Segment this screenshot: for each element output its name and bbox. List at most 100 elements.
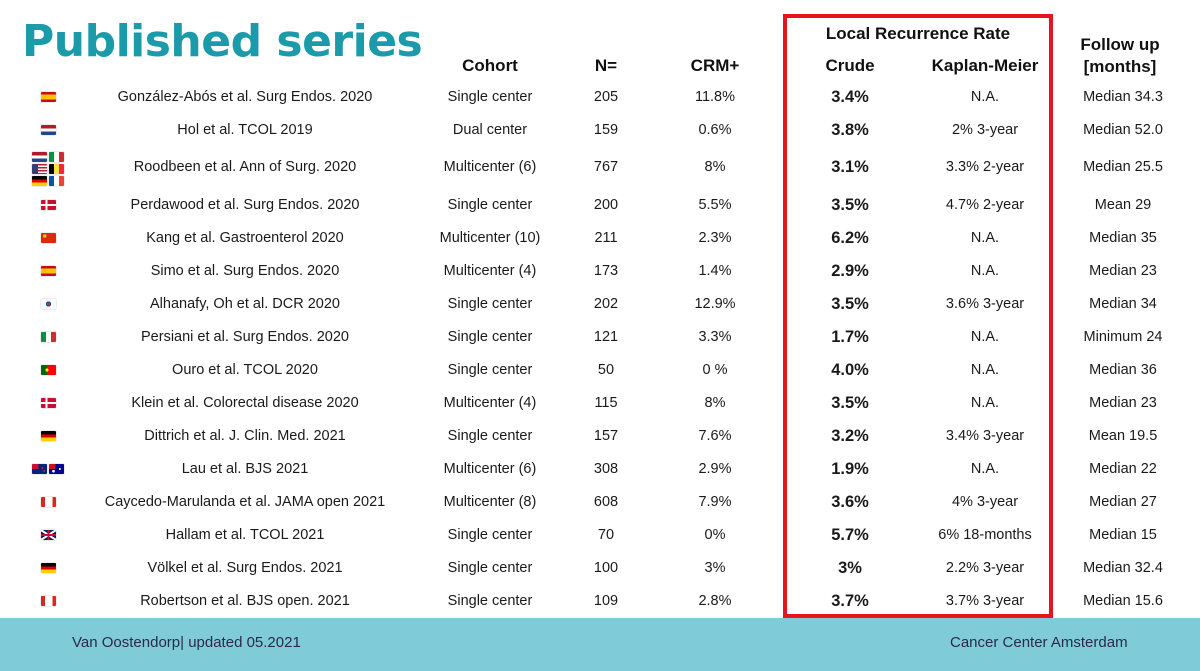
local-recurrence-highlight-box [783, 14, 1053, 618]
n-cell: 70 [597, 527, 615, 543]
table-row: germany-flag Dittrich et al. J. Clin. Med… [0, 421, 1200, 451]
kaplan-meier-cell: N.A. [970, 329, 1000, 345]
study-cell: Perdawood et al. Surg Endos. 2020 [130, 197, 360, 213]
kaplan-meier-cell: 6% 18-months [938, 527, 1032, 543]
cohort-cell: Multicenter (4) [443, 263, 537, 279]
kaplan-meier-cell: N.A. [970, 461, 1000, 477]
crm-cell: 1.4% [698, 263, 732, 279]
denmark-flag-icon: denmark-flag [40, 200, 56, 210]
crm-cell: 7.9% [698, 494, 732, 510]
n-cell: 173 [593, 263, 619, 279]
cohort-cell: Single center [447, 362, 533, 378]
spain-flag-icon: spain-flag [40, 92, 56, 102]
crude-cell: 4.0% [831, 360, 869, 379]
follow-up-cell: Median 15 [1089, 527, 1157, 543]
korea-flag-icon: korea-flag [40, 299, 56, 309]
country-flags: denmark-flag [26, 190, 70, 220]
table-row: netherlands-flag Hol et al. TCOL 2019 Dual… [0, 115, 1200, 145]
new-zealand-flag-icon: new-zealand-flag [32, 464, 47, 474]
kaplan-meier-cell: 3.7% 3-year [945, 593, 1025, 609]
cohort-cell: Dual center [452, 122, 528, 138]
study-cell: Caycedo-Marulanda et al. JAMA open 2021 [104, 494, 386, 510]
study-cell: Hol et al. TCOL 2019 [177, 122, 313, 138]
crude-cell: 3.6% [831, 492, 869, 511]
italy-flag-icon: italy-flag [40, 332, 56, 342]
crude-cell: 1.9% [831, 459, 869, 478]
country-flags: italy-flag [26, 322, 70, 352]
header-crude: Crude [825, 56, 875, 75]
header-n: N= [594, 56, 618, 75]
crm-cell: 5.5% [698, 197, 732, 213]
crm-cell: 3.3% [698, 329, 732, 345]
kaplan-meier-cell: N.A. [970, 89, 1000, 105]
usa-flag-icon: usa-flag [32, 164, 47, 174]
study-cell: Simo et al. Surg Endos. 2020 [150, 263, 340, 279]
page-title: Published series [22, 16, 423, 67]
study-cell: Alhanafy, Oh et al. DCR 2020 [150, 296, 340, 312]
footer-institution: Cancer Center Amsterdam [950, 634, 1128, 651]
germany-flag-icon: germany-flag [40, 431, 56, 441]
country-flags: uk-flag [26, 520, 70, 550]
country-flags: denmark-flag [26, 388, 70, 418]
country-flags: korea-flag [26, 289, 70, 319]
crude-cell: 3.2% [831, 426, 869, 445]
study-cell: Robertson et al. BJS open. 2021 [140, 593, 350, 609]
n-cell: 159 [593, 122, 619, 138]
table-row: china-flag Kang et al. Gastroenterol 2020… [0, 223, 1200, 253]
kaplan-meier-cell: 3.4% 3-year [945, 428, 1025, 444]
study-cell: Roodbeen et al. Ann of Surg. 2020 [133, 159, 357, 175]
crude-cell: 3.1% [831, 157, 869, 176]
kaplan-meier-cell: N.A. [970, 263, 1000, 279]
australia-flag-icon: australia-flag [49, 464, 64, 474]
table-row: canada-flag Caycedo-Marulanda et al. JAMA… [0, 487, 1200, 517]
crm-cell: 2.8% [698, 593, 732, 609]
n-cell: 308 [593, 461, 619, 477]
study-cell: Dittrich et al. J. Clin. Med. 2021 [144, 428, 346, 444]
uk-flag-icon: uk-flag [40, 530, 56, 540]
spain-flag-icon: spain-flag [40, 266, 56, 276]
cohort-cell: Multicenter (4) [443, 395, 537, 411]
cohort-cell: Single center [447, 296, 533, 312]
crm-cell: 7.6% [698, 428, 732, 444]
canada-flag-icon: canada-flag [40, 497, 56, 507]
crm-cell: 12.9% [694, 296, 736, 312]
study-cell: González-Abós et al. Surg Endos. 2020 [117, 89, 373, 105]
cohort-cell: Multicenter (10) [439, 230, 541, 246]
cohort-cell: Single center [447, 527, 533, 543]
netherlands-flag-icon: netherlands-flag [32, 152, 47, 162]
follow-up-cell: Minimum 24 [1083, 329, 1163, 345]
study-cell: Klein et al. Colorectal disease 2020 [131, 395, 359, 411]
n-cell: 767 [593, 159, 619, 175]
n-cell: 157 [593, 428, 619, 444]
country-flags: portugal-flag [26, 355, 70, 385]
n-cell: 115 [594, 395, 618, 411]
table-row: denmark-flag Perdawood et al. Surg Endos.… [0, 190, 1200, 220]
table-row: korea-flag Alhanafy, Oh et al. DCR 2020 Si… [0, 289, 1200, 319]
follow-up-cell: Median 36 [1089, 362, 1157, 378]
follow-up-cell: Median 23 [1089, 263, 1157, 279]
follow-up-cell: Median 23 [1089, 395, 1157, 411]
study-cell: Hallam et al. TCOL 2021 [165, 527, 325, 543]
cohort-cell: Single center [447, 428, 533, 444]
n-cell: 202 [593, 296, 619, 312]
n-cell: 50 [597, 362, 615, 378]
crm-cell: 8% [704, 395, 726, 411]
follow-up-cell: Median 32.4 [1083, 560, 1163, 576]
crude-cell: 3.5% [831, 195, 869, 214]
n-cell: 109 [593, 593, 619, 609]
china-flag-icon: china-flag [40, 233, 56, 243]
crm-cell: 0 % [702, 362, 728, 378]
follow-up-cell: Median 15.6 [1083, 593, 1163, 609]
kaplan-meier-cell: N.A. [970, 230, 1000, 246]
header-kaplan-meier: Kaplan-Meier [931, 56, 1039, 75]
follow-up-cell: Median 25.5 [1083, 159, 1163, 175]
crm-cell: 2.9% [698, 461, 732, 477]
n-cell: 100 [593, 560, 619, 576]
crude-cell: 2.9% [831, 261, 869, 280]
table-row: new-zealand-flagaustralia-flag Lau et al.… [0, 454, 1200, 484]
denmark-flag-icon: denmark-flag [40, 398, 56, 408]
cohort-cell: Single center [447, 197, 533, 213]
follow-up-cell: Median 34.3 [1083, 89, 1163, 105]
crude-cell: 3.5% [831, 393, 869, 412]
study-cell: Persiani et al. Surg Endos. 2020 [141, 329, 349, 345]
